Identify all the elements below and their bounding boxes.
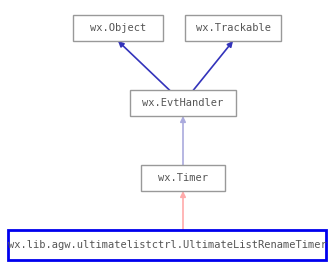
Text: wx.Timer: wx.Timer [158, 173, 208, 183]
Bar [185, 15, 281, 41]
Bar [8, 230, 326, 260]
Text: wx.lib.agw.ultimatelistctrl.UltimateListRenameTimer: wx.lib.agw.ultimatelistctrl.UltimateList… [8, 240, 326, 250]
Bar [141, 165, 225, 191]
Text: wx.Object: wx.Object [90, 23, 146, 33]
Text: wx.EvtHandler: wx.EvtHandler [142, 98, 224, 108]
Text: wx.Trackable: wx.Trackable [195, 23, 271, 33]
Bar [73, 15, 163, 41]
Bar [130, 90, 236, 116]
